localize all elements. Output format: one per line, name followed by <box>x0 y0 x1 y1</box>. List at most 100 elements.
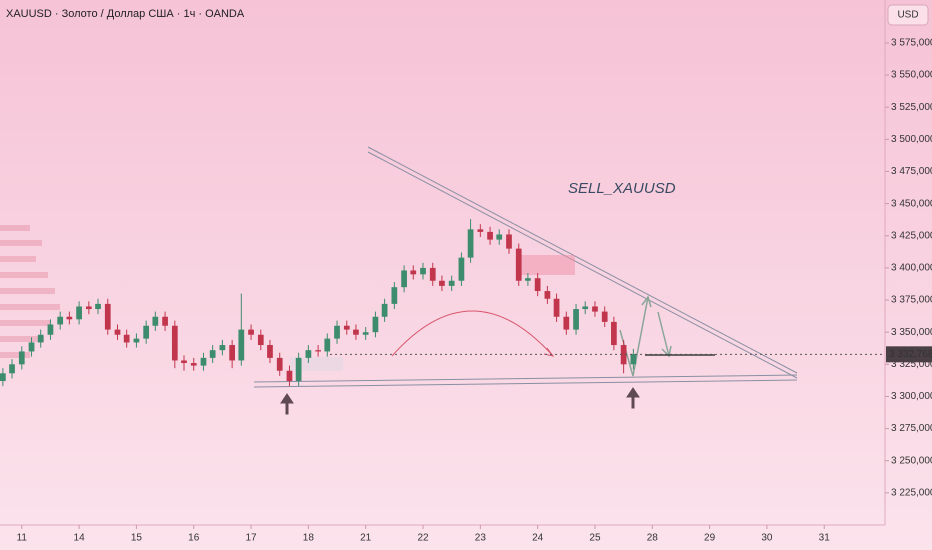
x-tick-label: 28 <box>647 533 659 544</box>
y-tick-label: 3 300,000 <box>891 391 932 402</box>
candle-body <box>295 357 302 382</box>
candle-body <box>630 354 637 365</box>
y-tick-label: 3 325,000 <box>891 359 932 370</box>
x-tick-label: 29 <box>704 533 716 544</box>
candle-body <box>0 373 6 382</box>
candle-body <box>477 229 484 232</box>
candle-body <box>18 351 25 365</box>
x-tick-label: 24 <box>532 533 544 544</box>
candle-body <box>343 325 350 330</box>
candle-body <box>143 325 150 339</box>
candle-body <box>410 270 417 275</box>
candle-body <box>76 306 82 320</box>
candle-body <box>57 316 64 325</box>
candle-body <box>420 267 426 275</box>
candle-body <box>515 248 522 281</box>
y-tick-label: 3 425,000 <box>891 230 932 241</box>
candle-body <box>133 338 140 343</box>
x-tick-label: 14 <box>74 533 86 544</box>
x-tick-label: 22 <box>417 533 429 544</box>
x-tick-label: 17 <box>245 533 257 544</box>
x-tick-label: 31 <box>819 533 831 544</box>
candle-body <box>544 291 551 299</box>
candle-body <box>592 306 598 312</box>
x-tick-label: 25 <box>589 533 601 544</box>
y-tick-label: 3 225,000 <box>891 488 932 499</box>
candle-body <box>611 321 617 346</box>
candle-body <box>401 270 407 288</box>
candle-body <box>257 334 264 346</box>
chart-title: XAUUSD · Золото / Доллар США · 1ч · OAND… <box>6 8 245 20</box>
candle-body <box>525 278 531 281</box>
annotation: SELL_XAUUSD <box>568 180 676 197</box>
y-tick-label: 3 575,000 <box>891 38 932 49</box>
candle-body <box>85 306 92 310</box>
candle-body <box>506 234 512 249</box>
candle-body <box>573 309 579 330</box>
candle-body <box>391 287 398 304</box>
candle-body <box>152 316 159 326</box>
candle-body <box>563 316 570 330</box>
candle-body <box>324 338 331 352</box>
x-tick-label: 11 <box>17 533 28 544</box>
candle-body <box>362 332 369 335</box>
candle-body <box>448 280 455 286</box>
candle-body <box>458 257 465 281</box>
candle-body <box>353 329 359 335</box>
candle-body <box>487 231 493 240</box>
candle-body <box>601 311 608 322</box>
x-tick-label: 16 <box>188 533 200 544</box>
candle-body <box>305 350 312 358</box>
candle-body <box>429 267 436 281</box>
x-tick-label: 21 <box>360 533 372 544</box>
candle-body <box>104 303 111 330</box>
x-tick-label: 30 <box>761 533 773 544</box>
candle-body <box>334 325 340 339</box>
candle-body <box>582 306 589 310</box>
currency-label[interactable]: USD <box>897 10 918 21</box>
candle-body <box>66 316 73 320</box>
y-tick-label: 3 475,000 <box>891 166 932 177</box>
candle-body <box>620 345 627 365</box>
candle-body <box>47 324 54 335</box>
y-tick-label: 3 400,000 <box>891 263 932 274</box>
candle-body <box>467 229 474 258</box>
candle-body <box>372 316 379 333</box>
candle-body <box>9 364 15 374</box>
candle-body <box>114 329 121 335</box>
candle-body <box>200 357 207 366</box>
candle-body <box>439 280 445 286</box>
candle-body <box>286 370 293 382</box>
candle-body <box>181 360 187 364</box>
candle-body <box>219 345 226 351</box>
y-tick-label: 3 350,000 <box>891 327 932 338</box>
last-price-label: 3 332,768 <box>889 349 932 360</box>
candle-body <box>315 350 321 352</box>
candle-body <box>209 350 216 358</box>
candle-body <box>162 316 168 326</box>
x-tick-label: 15 <box>131 533 143 544</box>
candle-body <box>534 278 541 292</box>
y-tick-label: 3 550,000 <box>891 70 932 81</box>
candle-body <box>190 363 197 366</box>
y-tick-label: 3 275,000 <box>891 423 932 434</box>
candle-body <box>381 303 388 317</box>
last-price-box <box>886 346 932 363</box>
candle-body <box>95 303 101 310</box>
y-tick-label: 3 450,000 <box>891 198 932 209</box>
candle-body <box>229 345 236 361</box>
y-tick-label: 3 375,000 <box>891 295 932 306</box>
currency-box[interactable] <box>887 4 929 26</box>
candle-body <box>267 345 273 358</box>
candle-body <box>123 334 130 343</box>
y-tick-label: 3 250,000 <box>891 455 932 466</box>
candle-body <box>553 298 560 317</box>
candle-body <box>37 334 44 343</box>
candle-body <box>276 357 283 371</box>
volume-profile <box>0 225 60 358</box>
candle-body <box>248 329 254 335</box>
x-tick-label: 18 <box>303 533 315 544</box>
candle-body <box>496 234 503 240</box>
